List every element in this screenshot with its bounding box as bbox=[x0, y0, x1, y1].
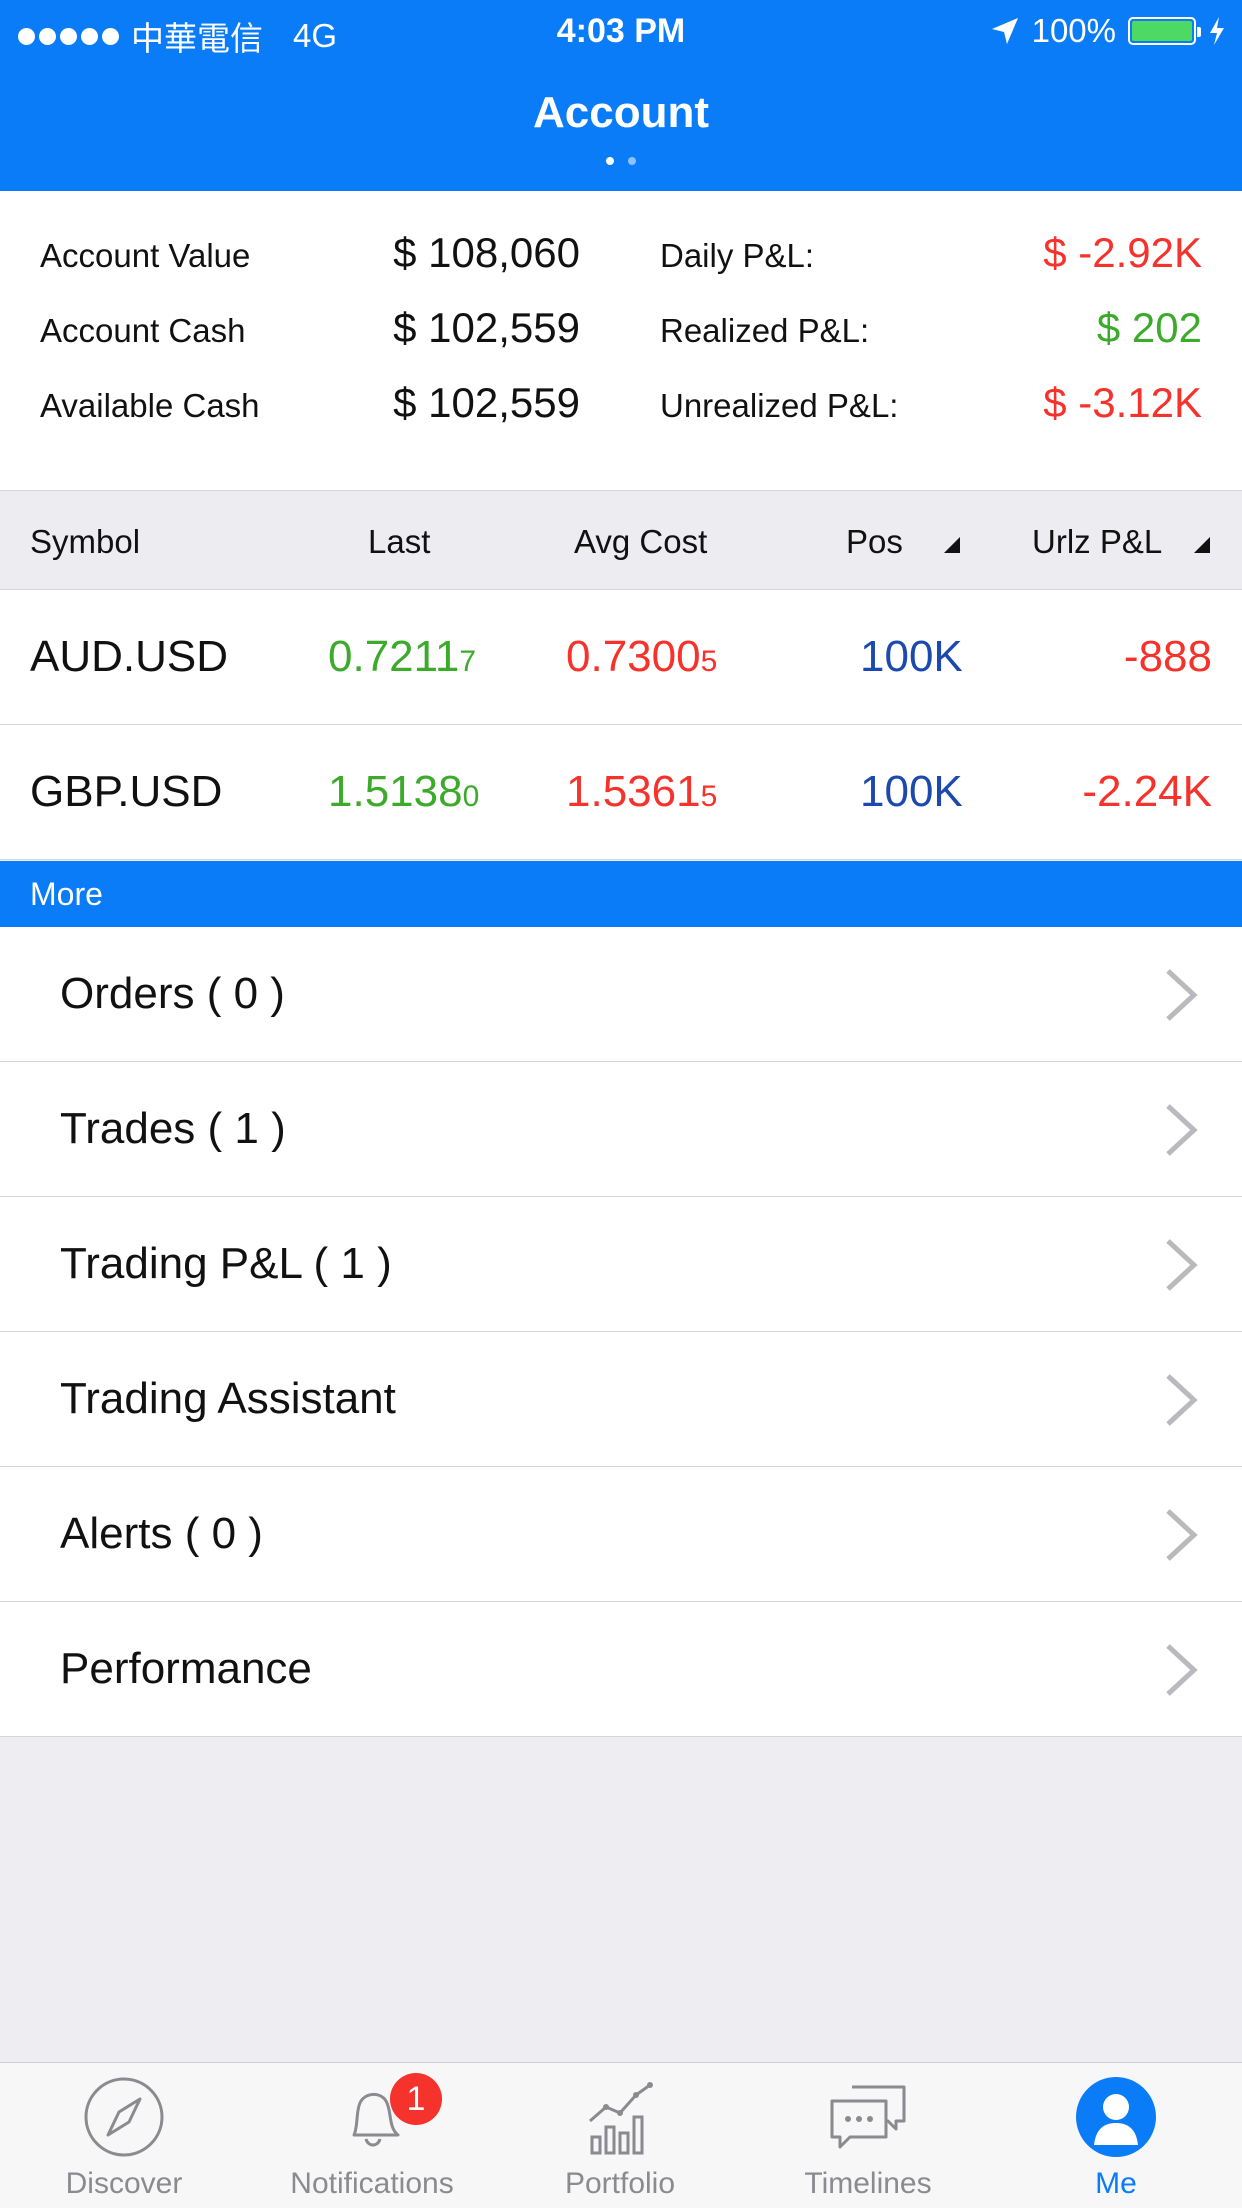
menu-item-alerts[interactable]: Alerts ( 0 ) bbox=[0, 1467, 1242, 1602]
account-cash: $ 102,559 bbox=[393, 304, 580, 351]
unrealized-pl-value: $ -3.12K bbox=[1043, 379, 1202, 426]
tab-label: Portfolio bbox=[564, 2167, 676, 2200]
tab-bar: Discover 1 Notifications Portfolio Timel… bbox=[0, 2062, 1242, 2208]
available-cash: $ 102,559 bbox=[393, 379, 580, 426]
chevron-right-icon bbox=[1166, 1239, 1198, 1291]
tab-portfolio[interactable]: Portfolio bbox=[496, 2063, 744, 2208]
more-section-header: More bbox=[0, 861, 1242, 927]
column-header-last[interactable]: Last bbox=[368, 523, 431, 560]
position-last-main: 0.7211 bbox=[328, 632, 460, 681]
position-avg-cost: 0.73005 bbox=[566, 632, 717, 682]
page-title: Account bbox=[533, 88, 709, 137]
status-bar: 中華電信 4G 4:03 PM 100% bbox=[0, 0, 1242, 62]
column-header-pos-label: Pos bbox=[846, 523, 903, 560]
tab-discover[interactable]: Discover bbox=[0, 2063, 248, 2208]
position-symbol: AUD.USD bbox=[30, 632, 229, 681]
status-time: 4:03 PM bbox=[556, 12, 686, 50]
page-indicator[interactable] bbox=[0, 157, 1242, 165]
position-last-pip: 7 bbox=[459, 645, 476, 678]
menu-item-label: Trading Assistant bbox=[60, 1374, 396, 1423]
position-avg-main: 1.5361 bbox=[566, 767, 701, 816]
menu-item-label: Trading P&L ( 1 ) bbox=[60, 1239, 392, 1288]
daily-pl-label: Daily P&L: bbox=[660, 237, 815, 274]
column-header-urlz-pl[interactable]: Urlz P&L bbox=[1032, 523, 1163, 560]
position-size: 100K bbox=[860, 632, 963, 681]
summary-row: Account Value $ 108,060 Daily P&L: $ -2.… bbox=[0, 227, 1242, 287]
bar-chart-icon bbox=[589, 2082, 653, 2155]
chevron-right-icon bbox=[1166, 1374, 1198, 1426]
position-symbol: GBP.USD bbox=[30, 767, 223, 816]
chat-bubbles-icon bbox=[830, 2085, 906, 2149]
position-avg-main: 0.7300 bbox=[566, 632, 701, 681]
menu-item-trading-assistant[interactable]: Trading Assistant bbox=[0, 1332, 1242, 1467]
signal-strength-icon bbox=[18, 27, 119, 45]
tab-me[interactable]: Me bbox=[992, 2063, 1240, 2208]
menu-item-trades[interactable]: Trades ( 1 ) bbox=[0, 1062, 1242, 1197]
position-avg-pip: 5 bbox=[700, 780, 718, 813]
position-last: 0.72117 bbox=[328, 632, 476, 682]
account-cash-label: Account Cash bbox=[40, 312, 246, 349]
position-avg-cost: 1.53615 bbox=[566, 767, 717, 817]
realized-pl-value: $ 202 bbox=[1096, 304, 1202, 351]
carrier-name: 中華電信 bbox=[131, 20, 263, 57]
menu-item-orders[interactable]: Orders ( 0 ) bbox=[0, 927, 1242, 1062]
status-left: 中華電信 4G bbox=[18, 12, 337, 60]
menu-item-label: Trades ( 1 ) bbox=[60, 1104, 286, 1153]
tab-label: Notifications bbox=[290, 2167, 454, 2200]
summary-row: Account Cash $ 102,559 Realized P&L: $ 2… bbox=[0, 302, 1242, 362]
compass-icon bbox=[84, 2077, 164, 2157]
page-dot bbox=[628, 157, 636, 165]
charging-bolt-icon bbox=[1210, 17, 1224, 45]
sort-indicator-icon bbox=[944, 537, 960, 553]
tab-label: Me bbox=[1095, 2167, 1137, 2200]
menu-item-performance[interactable]: Performance bbox=[0, 1602, 1242, 1737]
tab-label: Timelines bbox=[804, 2167, 932, 2200]
status-right: 100% bbox=[990, 12, 1226, 50]
more-menu: Orders ( 0 ) Trades ( 1 ) Trading P&L ( … bbox=[0, 927, 1242, 1737]
header: 中華電信 4G 4:03 PM 100% Account bbox=[0, 0, 1242, 191]
column-header-symbol[interactable]: Symbol bbox=[30, 523, 141, 560]
column-header-avg-cost[interactable]: Avg Cost bbox=[574, 523, 708, 560]
column-header-pos[interactable]: Pos bbox=[846, 523, 903, 561]
sort-indicator-icon bbox=[1194, 537, 1210, 553]
menu-item-label: Performance bbox=[60, 1644, 312, 1693]
menu-item-label: Alerts ( 0 ) bbox=[60, 1509, 263, 1558]
tab-notifications[interactable]: 1 Notifications bbox=[248, 2063, 496, 2208]
position-size: 100K bbox=[860, 767, 963, 816]
user-profile-icon bbox=[1076, 2077, 1156, 2157]
more-section-title: More bbox=[30, 876, 103, 912]
positions-table-header: Symbol Last Avg Cost Pos Urlz P&L bbox=[0, 491, 1242, 590]
position-last-pip: 0 bbox=[462, 780, 480, 813]
page-dot-active bbox=[606, 157, 614, 165]
position-urlz-pl: -2.24K bbox=[1082, 767, 1212, 816]
summary-row: Available Cash $ 102,559 Unrealized P&L:… bbox=[0, 377, 1242, 437]
available-cash-label: Available Cash bbox=[40, 387, 260, 424]
unrealized-pl-label: Unrealized P&L: bbox=[660, 387, 899, 424]
position-urlz-pl: -888 bbox=[1123, 632, 1212, 681]
position-row[interactable]: GBP.USD 1.51380 1.53615 100K -2.24K bbox=[0, 725, 1242, 860]
position-last: 1.51380 bbox=[328, 767, 479, 817]
battery-percent: 100% bbox=[1031, 12, 1116, 49]
chevron-right-icon bbox=[1166, 1509, 1198, 1561]
battery-icon bbox=[1128, 17, 1201, 45]
network-type: 4G bbox=[293, 17, 338, 54]
account-value: $ 108,060 bbox=[393, 229, 580, 276]
menu-item-trading-pl[interactable]: Trading P&L ( 1 ) bbox=[0, 1197, 1242, 1332]
position-avg-pip: 5 bbox=[700, 645, 718, 678]
position-last-main: 1.5138 bbox=[328, 767, 463, 816]
chevron-right-icon bbox=[1166, 1644, 1198, 1696]
bell-icon bbox=[352, 2093, 400, 2147]
account-value-label: Account Value bbox=[40, 237, 251, 274]
menu-item-label: Orders ( 0 ) bbox=[60, 969, 285, 1018]
daily-pl-value: $ -2.92K bbox=[1043, 229, 1202, 276]
location-arrow-icon bbox=[991, 18, 1018, 44]
account-summary: Account Value $ 108,060 Daily P&L: $ -2.… bbox=[0, 191, 1242, 491]
position-row[interactable]: AUD.USD 0.72117 0.73005 100K -888 bbox=[0, 590, 1242, 725]
notification-badge: 1 bbox=[390, 2073, 442, 2125]
tab-label: Discover bbox=[65, 2167, 183, 2200]
tab-timelines[interactable]: Timelines bbox=[744, 2063, 992, 2208]
chevron-right-icon bbox=[1166, 969, 1198, 1021]
realized-pl-label: Realized P&L: bbox=[660, 312, 870, 349]
chevron-right-icon bbox=[1166, 1104, 1198, 1156]
